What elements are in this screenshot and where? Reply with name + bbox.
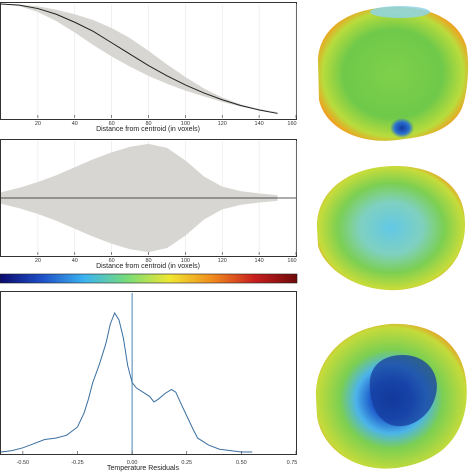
temperature-map-middle	[316, 165, 465, 291]
brain-surface-middle	[316, 165, 465, 291]
x-tick-label-0: 20	[35, 258, 41, 264]
panel-top-x-axis-label: Distance from centroid (in voxels)	[96, 126, 200, 133]
panel-top-confidence-band	[1, 4, 278, 114]
x-tick-label-6: 140	[255, 121, 264, 127]
panel-top-mean-line	[0, 3, 278, 114]
panel-middle-x-axis-label: Distance from centroid (in voxels)	[96, 263, 200, 270]
x-tick-label-6: 140	[255, 258, 264, 264]
x-tick-label-5: 120	[218, 258, 227, 264]
colormap-bar	[0, 273, 298, 284]
x-tick-label-3: 80	[145, 258, 151, 264]
x-tick-label-2: 0.00	[127, 460, 138, 466]
brain-cool-band-top	[370, 6, 430, 18]
brain-cold-core-bottom	[369, 355, 437, 427]
x-tick-label-5: 0.75	[287, 460, 298, 466]
x-tick-label-1: 40	[72, 121, 78, 127]
x-tick-label-5: 120	[218, 121, 227, 127]
x-tick-label-0: -0.50	[17, 460, 30, 466]
x-tick-label-3: 0.25	[181, 460, 192, 466]
x-tick-label-4: 100	[181, 121, 190, 127]
x-tick-label-4: 0.50	[236, 460, 247, 466]
panel-middle-x-ticks: 20 40 60 80 100 120 140 160	[35, 252, 297, 264]
panel-bottom-x-ticks: -0.50 -0.25 0.00 0.25 0.50 0.75	[17, 451, 298, 466]
panel-top-x-ticks: 20 40 60 80 100 120 140 160	[35, 115, 297, 127]
x-tick-label-2: 60	[109, 258, 115, 264]
chart-panel-bottom: -0.50 -0.25 0.00 0.25 0.50 0.75 Temperature R…	[0, 291, 298, 472]
chart-panel-middle: 20 40 60 80 100 120 140 160 Distance from centr…	[0, 139, 297, 270]
x-tick-label-0: 20	[35, 121, 41, 127]
brain-surface-top	[318, 6, 469, 141]
x-tick-label-2: 60	[109, 121, 115, 127]
temperature-map-top	[318, 6, 469, 141]
x-tick-label-1: -0.25	[71, 460, 84, 466]
x-tick-label-7: 160	[287, 121, 296, 127]
x-tick-label-7: 160	[287, 258, 296, 264]
brain-cool-spot-top	[390, 118, 414, 138]
temperature-map-bottom	[315, 323, 467, 469]
x-tick-label-1: 40	[72, 258, 78, 264]
panel-bottom-x-axis-label: Temperature Residuals	[107, 465, 179, 472]
chart-panel-top: 20 40 60 80 100 120 140 160 Distance from centr…	[0, 2, 297, 133]
panel-bottom-density-curve	[0, 311, 253, 453]
panel-bottom-frame	[0, 291, 297, 455]
x-tick-label-4: 100	[181, 258, 190, 264]
x-tick-label-3: 80	[145, 121, 151, 127]
